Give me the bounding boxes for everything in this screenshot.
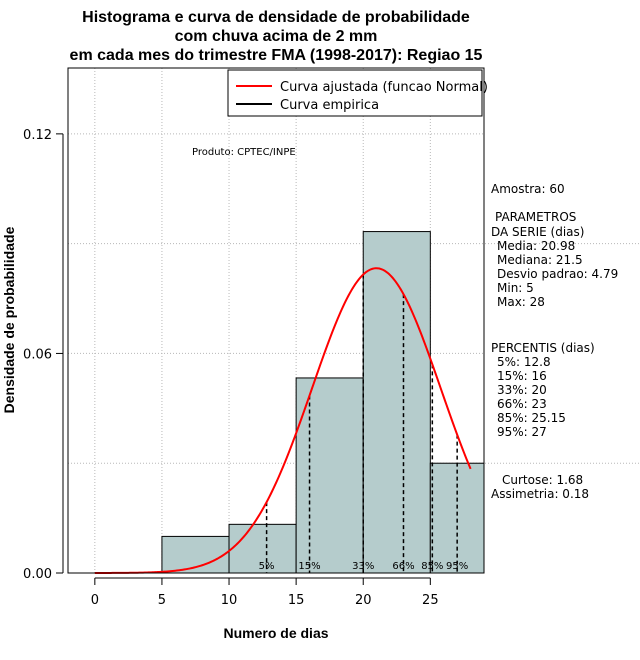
x-tick-label: 0	[91, 593, 99, 608]
percentis-title: PERCENTIS (dias)	[491, 341, 595, 355]
percentile-label: 33%	[352, 561, 374, 572]
x-axis-label: Numero de dias	[223, 625, 328, 641]
params-title-1: PARAMETROS	[495, 210, 576, 224]
legend-label-fitted: Curva ajustada (funcao Normal)	[280, 80, 488, 95]
percentile-label: 85%	[421, 561, 443, 572]
x-tick-label: 10	[221, 593, 238, 608]
percentis-66: 66%: 23	[497, 397, 547, 411]
param-median: Mediana: 21.5	[497, 253, 583, 267]
param-mean: Media: 20.98	[497, 239, 575, 253]
legend: Curva ajustada (funcao Normal) Curva emp…	[227, 69, 488, 117]
skewness: Assimetria: 0.18	[491, 487, 589, 501]
y-tick-label: 0.12	[23, 128, 52, 143]
percentile-label: 15%	[298, 561, 320, 572]
histogram-bar	[295, 377, 364, 574]
percentile-lines: 5% 15% 33% 66% 85% 95%	[259, 274, 468, 573]
legend-box	[227, 69, 483, 117]
histogram-bars	[161, 231, 485, 574]
x-axis: 0 5 10 15 20 25	[91, 577, 439, 608]
percentis-85: 85%: 25.15	[497, 411, 566, 425]
y-axis: 0.00 0.06 0.12	[23, 128, 64, 582]
percentis-33: 33%: 20	[497, 383, 547, 397]
histogram-bar	[362, 231, 431, 574]
percentile-label: 5%	[259, 561, 275, 572]
percentis-15: 15%: 16	[497, 369, 547, 383]
percentile-label: 95%	[446, 561, 468, 572]
params-title-2: DA SERIE (dias)	[491, 225, 584, 239]
x-tick-label: 15	[288, 593, 305, 608]
kurtosis: Curtose: 1.68	[502, 473, 583, 487]
chart-title-line-1: Histograma e curva de densidade de proba…	[82, 9, 470, 26]
chart-title-line-3: em cada mes do trimestre FMA (1998-2017)…	[70, 47, 483, 64]
percentis-5: 5%: 12.8	[497, 355, 551, 369]
histogram-bar	[161, 535, 230, 574]
y-tick-label: 0.00	[23, 567, 52, 582]
stats-panel: Amostra: 60 PARAMETROS DA SERIE (dias) M…	[491, 182, 618, 501]
legend-label-empirical: Curva empirica	[280, 98, 379, 113]
plot-frame	[67, 67, 485, 574]
percentile-label: 66%	[392, 561, 414, 572]
chart-title-line-2: com chuva acima de 2 mm	[175, 28, 378, 45]
x-tick-label: 25	[422, 593, 439, 608]
y-axis-label: Densidade de probabilidade	[1, 226, 17, 413]
y-tick-label: 0.06	[23, 347, 52, 362]
param-sd: Desvio padrao: 4.79	[497, 267, 618, 281]
product-annotation: Produto: CPTEC/INPE	[192, 147, 296, 158]
normal-curve	[94, 267, 472, 574]
sample-size: Amostra: 60	[491, 182, 565, 196]
param-min: Min: 5	[497, 281, 534, 295]
x-tick-label: 20	[355, 593, 372, 608]
param-max: Max: 28	[497, 295, 545, 309]
x-tick-label: 5	[158, 593, 166, 608]
percentis-95: 95%: 27	[497, 425, 547, 439]
